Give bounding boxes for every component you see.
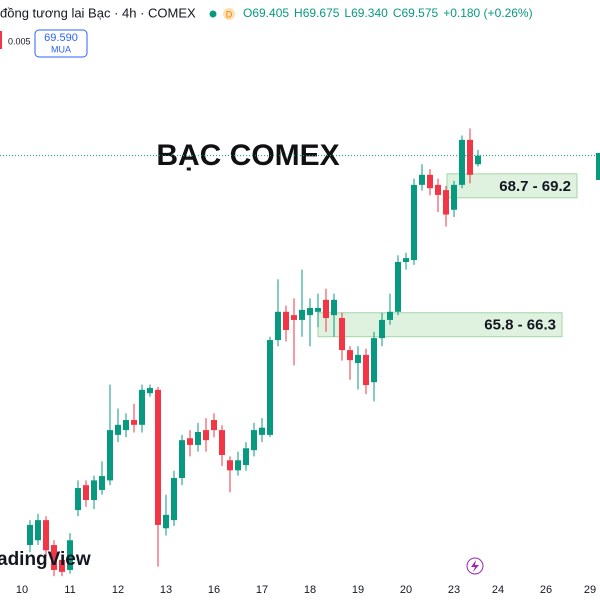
candle-body	[83, 485, 89, 501]
candle-body	[251, 430, 257, 451]
candle-body	[403, 258, 409, 262]
x-tick-label: 24	[492, 584, 504, 596]
candle-body	[195, 432, 201, 445]
candle-body	[283, 311, 289, 330]
candle-body	[395, 261, 401, 312]
candle-body	[475, 155, 481, 165]
candle-body	[411, 184, 417, 261]
candle-body	[187, 438, 193, 445]
x-tick-label: 23	[448, 584, 460, 596]
candle-body	[467, 139, 473, 175]
x-tick-label: 13	[160, 584, 172, 596]
candle-body	[35, 520, 41, 541]
ohlc-value: H69.675	[294, 6, 340, 20]
candle-body	[267, 340, 273, 435]
ohlc-value: O69.405	[243, 6, 289, 20]
x-tick-label: 17	[256, 584, 268, 596]
sell-edge	[0, 31, 2, 49]
candle-body	[227, 460, 233, 471]
x-tick-label: 29	[584, 584, 596, 596]
buy-label[interactable]: MUA	[51, 44, 71, 54]
buy-price[interactable]: 69.590	[44, 32, 78, 44]
delay-icon: D	[226, 9, 233, 19]
candle-body	[163, 514, 169, 529]
candle-body	[91, 480, 97, 501]
candle-body	[131, 420, 137, 425]
x-axis: 10 11 12 13 16 17 18 19 20 23 24 26 29	[16, 584, 596, 596]
candle-body	[107, 430, 113, 481]
candle-body	[27, 524, 33, 546]
price-tag	[596, 153, 600, 180]
x-tick-label: 10	[16, 584, 28, 596]
candle-body	[99, 476, 105, 490]
candle-body	[155, 389, 161, 525]
candle-body	[139, 389, 145, 425]
candle-body	[259, 427, 265, 435]
symbol: đồng tương lai Bạc · 4h · COMEX	[0, 5, 196, 20]
candles	[27, 128, 481, 577]
candle-body	[379, 319, 385, 339]
candle-body	[115, 424, 121, 435]
candle-body	[459, 139, 465, 185]
candle-body	[339, 318, 345, 351]
candle-body	[147, 387, 153, 394]
x-tick-label: 16	[208, 584, 220, 596]
watermark: adingView	[0, 549, 91, 570]
delay-badge	[223, 8, 235, 20]
candle-body	[51, 545, 57, 570]
x-tick-label: 26	[540, 584, 552, 596]
buy-button[interactable]	[34, 29, 88, 58]
zone-label: 65.8 - 66.3	[484, 317, 556, 334]
x-tick-label: 19	[352, 584, 364, 596]
x-tick-label: 11	[64, 584, 75, 596]
candle-body	[451, 184, 457, 210]
candle-body	[315, 307, 321, 312]
candle-body	[347, 350, 353, 361]
candle-body	[291, 315, 297, 320]
candle-body	[179, 440, 185, 478]
zone-label: 68.7 - 69.2	[499, 178, 571, 195]
status-dot	[209, 10, 217, 18]
event-bolt	[471, 560, 479, 572]
candle-body	[435, 184, 441, 195]
candle-body	[307, 307, 313, 316]
x-tick-label: 12	[112, 584, 124, 596]
candle-body	[243, 448, 249, 466]
candle-body	[43, 520, 49, 551]
candle-body	[211, 420, 217, 431]
candle-body	[419, 174, 425, 185]
candle-body	[123, 420, 129, 431]
zone	[446, 173, 578, 199]
candle-body	[363, 354, 369, 386]
candle-body	[203, 430, 209, 441]
candle-body	[443, 190, 449, 215]
candle-body	[75, 488, 81, 511]
candle-body	[323, 299, 329, 319]
candle-body	[171, 477, 177, 521]
candle-body	[331, 299, 337, 316]
ohlc-value: L69.340	[344, 6, 388, 20]
candle-body	[67, 540, 73, 570]
ohlc-value: +0.180 (+0.26%)	[443, 6, 532, 20]
candle-body	[275, 311, 281, 341]
candle-body	[387, 311, 393, 320]
x-tick-label: 20	[400, 584, 412, 596]
x-tick-label: 18	[304, 584, 316, 596]
ohlc-row: O69.405 H69.675 L69.340 C69.575 +0.180 (+0.2…	[243, 6, 533, 20]
candle-body	[371, 338, 377, 383]
candle-body	[427, 174, 433, 189]
ohlc-value: C69.575	[393, 6, 439, 20]
candle-body	[59, 559, 65, 572]
candle-body	[355, 354, 361, 364]
candle-body	[219, 430, 225, 455]
candle-body	[299, 309, 305, 320]
candle-body	[235, 460, 241, 471]
spread: 0.005	[8, 36, 31, 46]
